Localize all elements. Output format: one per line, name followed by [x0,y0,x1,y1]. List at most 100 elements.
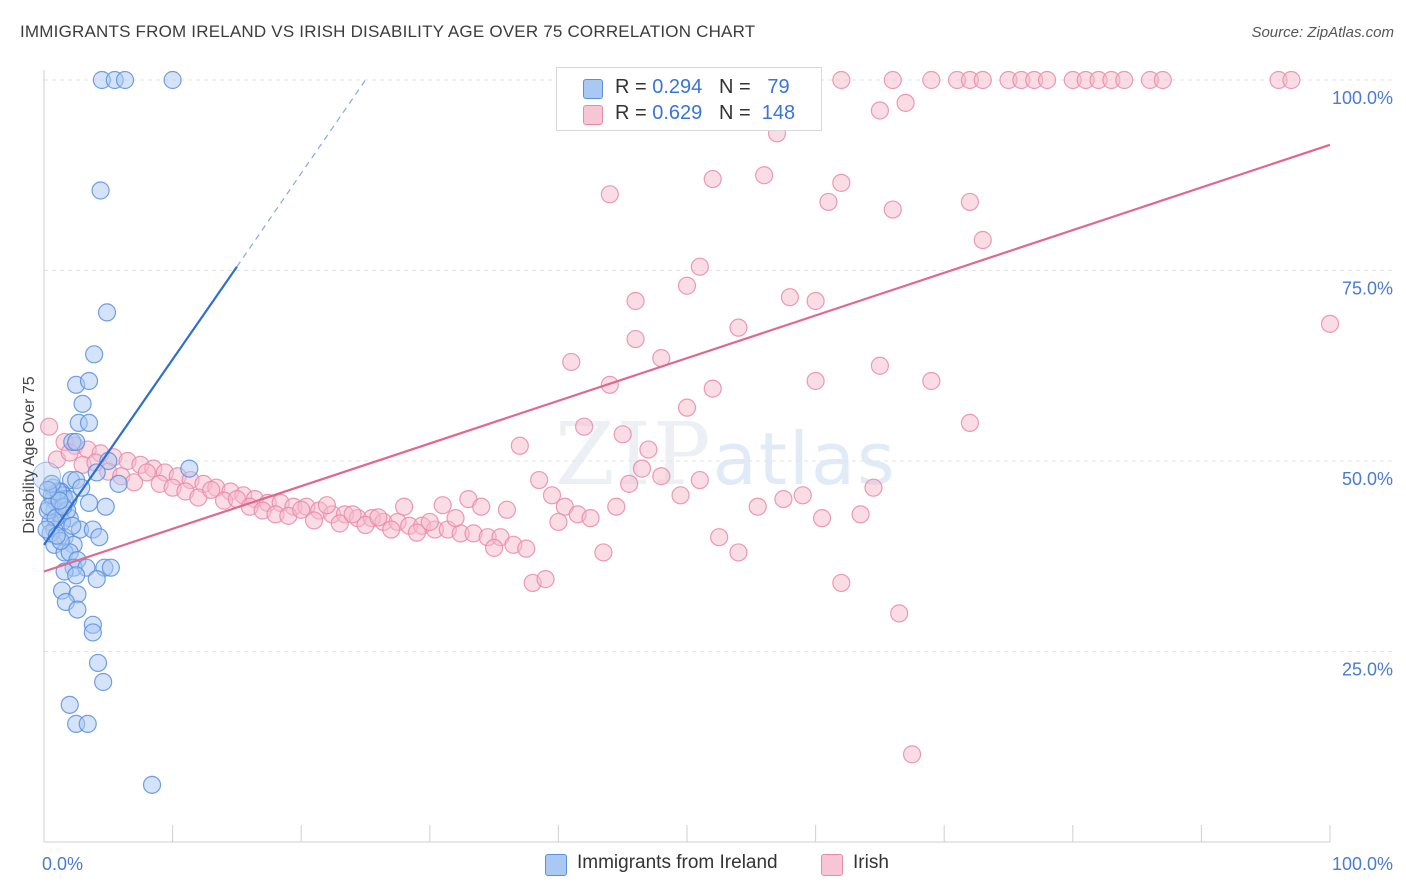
point-immigrants-ireland [90,528,109,547]
point-irish [677,276,697,295]
point-irish [832,173,851,192]
point-irish [542,486,562,505]
legend-r-value: 0.629 [652,102,703,124]
point-irish [883,70,902,90]
y-tick-label: 50.0% [1342,469,1393,489]
legend-r-label: R = [615,76,647,98]
point-irish [369,508,388,527]
point-immigrants-ireland [91,181,110,200]
point-irish [613,425,632,444]
point-irish [755,166,774,185]
point-irish [960,413,980,432]
point-irish [632,459,652,478]
point-irish [819,192,838,212]
point-irish [472,497,491,516]
point-irish [832,70,851,90]
point-irish [851,505,870,524]
point-immigrants-ireland [79,413,99,432]
point-immigrants-ireland [109,474,128,493]
point-irish [780,288,799,307]
point-irish [703,379,722,398]
trend-line-irish [43,143,1331,573]
point-immigrants-ireland [142,775,162,794]
point-irish [883,200,902,219]
point-irish [292,500,311,519]
point-irish [793,486,812,505]
point-irish [864,478,883,497]
legend-swatch-blue [583,79,603,99]
point-irish [581,509,600,528]
point-irish [594,543,613,562]
x-tick-label-min: 0.0% [42,854,83,874]
point-irish [690,257,709,276]
point-immigrants-ireland [79,371,99,391]
legend-swatch-pink [821,854,843,876]
point-irish [446,509,465,528]
point-irish [40,417,59,436]
point-irish [870,356,890,375]
point-immigrants-ireland [60,695,79,714]
point-immigrants-ireland [79,493,99,513]
point-immigrants-ireland [88,653,108,673]
point-irish [703,169,722,189]
legend-r-value: 0.294 [652,76,703,98]
legend-swatch-blue [545,854,567,876]
point-immigrants-ireland [96,497,115,516]
point-irish [536,570,555,589]
point-irish [485,538,504,557]
point-immigrants-ireland [73,394,92,413]
point-immigrants-ireland [163,70,182,90]
point-irish [1282,70,1301,90]
point-irish [420,512,439,532]
point-immigrants-ireland [78,714,97,733]
legend-r-label: R = [615,102,647,124]
trend-line-extension-immigrants-ireland [236,79,366,268]
point-irish [330,514,349,533]
point-irish [690,470,709,490]
point-irish [806,371,825,391]
point-immigrants-ireland [67,566,86,585]
point-irish [382,520,401,539]
point-irish [626,291,645,311]
point-irish [890,604,909,623]
point-irish [530,470,549,490]
legend-label-irish: Irish [853,852,889,873]
legend-n-value: 79 [767,76,790,98]
source-credit: Source: ZipAtlas.com [1251,24,1394,41]
point-irish [202,480,221,500]
point-irish [896,93,915,112]
point-irish [343,505,362,524]
point-irish [1153,70,1172,90]
point-immigrants-ireland [68,600,87,619]
point-irish [394,497,414,516]
legend-n-value: 148 [761,102,796,124]
point-irish [832,573,851,593]
point-irish [137,463,156,482]
point-irish [510,436,529,455]
x-tick-label-max: 100.0% [1332,854,1393,874]
point-irish [626,329,645,349]
point-irish [710,528,729,547]
point-irish [1037,70,1057,90]
point-immigrants-ireland [67,432,86,452]
y-tick-label: 100.0% [1332,88,1393,108]
legend-label-ireland: Immigrants from Ireland [577,852,778,873]
point-irish [1320,314,1340,333]
point-immigrants-ireland [115,70,135,90]
chart-title: IMMIGRANTS FROM IRELAND VS IRISH DISABIL… [20,22,756,41]
point-irish [774,490,793,509]
point-irish [960,192,980,212]
label-layer: 25.0% 50.0% 75.0% 100.0% 0.0% 100.0% Disabilit… [21,88,1393,874]
trend-layer [43,79,1331,573]
points-layer [32,70,1340,794]
point-irish [922,371,941,391]
point-irish [806,291,825,311]
legend-swatch-pink [583,105,603,125]
legend-n-label: N = [718,76,751,98]
point-irish [317,496,337,515]
point-immigrants-ireland [83,623,102,642]
point-immigrants-ireland [97,303,117,322]
grid-layer [44,79,1392,652]
point-irish [433,496,452,515]
point-irish [517,539,536,558]
